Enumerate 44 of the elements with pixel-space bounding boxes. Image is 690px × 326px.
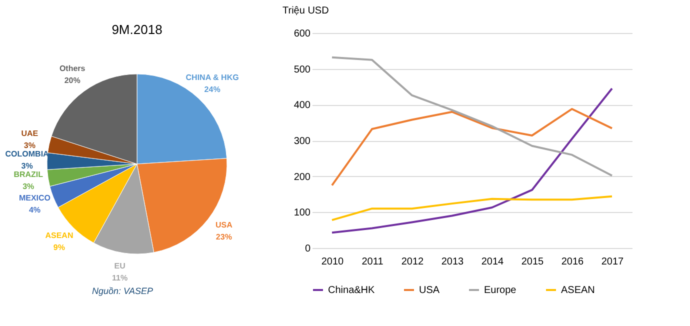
slice-label: Others bbox=[59, 64, 86, 74]
slice-label: USA bbox=[215, 220, 233, 230]
line-series bbox=[331, 56, 613, 177]
data-label: 20% bbox=[64, 76, 80, 86]
line-series bbox=[331, 108, 613, 186]
slice-label: MEXICO bbox=[18, 193, 51, 202]
data-label: 23% bbox=[216, 232, 232, 242]
y-tick-label: 200 bbox=[294, 172, 311, 183]
y-tick-label: 600 bbox=[294, 28, 311, 40]
legend-label: USA bbox=[419, 285, 440, 296]
line-series bbox=[331, 88, 613, 234]
line-series bbox=[331, 195, 613, 222]
x-tick-label: 2017 bbox=[601, 256, 624, 268]
data-label: 9% bbox=[53, 242, 65, 252]
text: Nguồn: VASEP bbox=[92, 286, 154, 296]
data-label: 11% bbox=[112, 274, 128, 283]
slice-label: UAE bbox=[21, 129, 39, 138]
y-tick-label: 300 bbox=[294, 136, 311, 147]
slice-label: BRAZIL bbox=[14, 170, 44, 180]
x-tick-label: 2012 bbox=[401, 256, 424, 268]
legend-label: ASEAN bbox=[561, 285, 595, 296]
slice-label: ASEAN bbox=[45, 230, 74, 240]
y-tick-label: 100 bbox=[294, 208, 311, 219]
y-tick-label: 400 bbox=[294, 100, 311, 112]
data-label: 3% bbox=[22, 182, 34, 192]
legend-label: Europe bbox=[484, 285, 517, 296]
x-tick-label: 2010 bbox=[321, 256, 344, 268]
chart-title: 9M.2018 bbox=[112, 22, 162, 37]
x-tick-label: 2014 bbox=[481, 256, 504, 268]
data-label: 3% bbox=[21, 162, 33, 171]
data-label: 24% bbox=[204, 84, 220, 94]
data-label: 4% bbox=[28, 205, 41, 214]
x-tick-label: 2011 bbox=[362, 256, 384, 268]
data-label: 3% bbox=[24, 141, 36, 150]
legend-label: China&HK bbox=[328, 285, 376, 296]
x-tick-label: 2013 bbox=[441, 256, 464, 268]
x-tick-label: 2015 bbox=[521, 256, 544, 268]
x-tick-label: 2016 bbox=[561, 256, 584, 268]
slice-label: CHINA & HKG bbox=[186, 72, 239, 82]
y-tick-label: 500 bbox=[294, 64, 311, 76]
y-tick-label: 0 bbox=[304, 244, 311, 254]
y-axis-title: Triệu USD bbox=[282, 6, 329, 16]
slice-label: COLOMBIA bbox=[5, 150, 50, 159]
slice-label: EU bbox=[114, 262, 126, 271]
